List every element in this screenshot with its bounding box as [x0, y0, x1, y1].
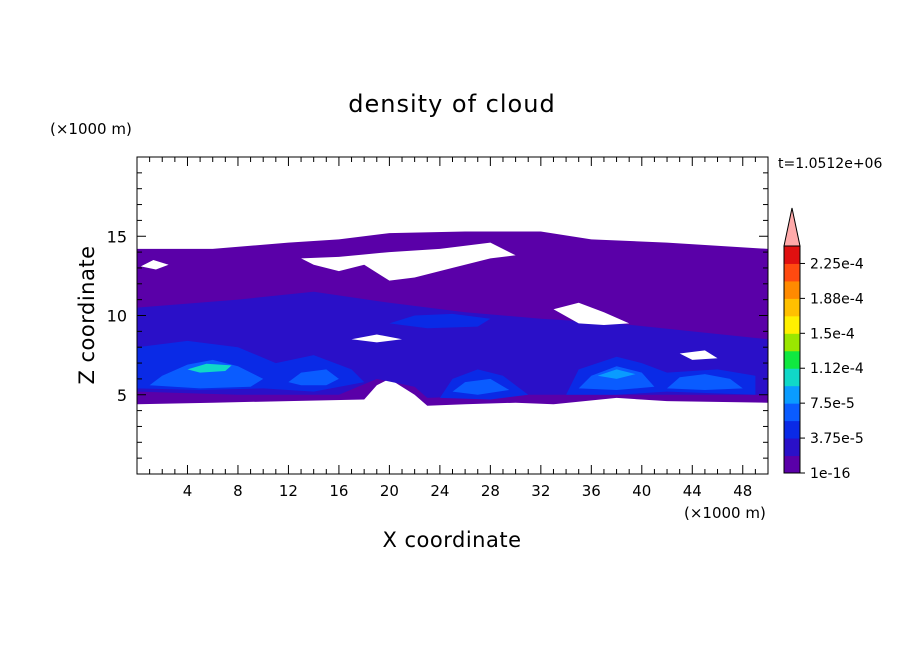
contour-region [187, 363, 232, 373]
colorbar-swatch [784, 438, 800, 457]
colorbar-label: 1.5e-4 [810, 326, 855, 342]
chart-title: density of cloud [348, 90, 555, 118]
x-tick-label: 12 [279, 482, 298, 500]
contour-region [389, 313, 491, 329]
plot-area [137, 231, 768, 406]
x-tick-label: 20 [380, 482, 399, 500]
colorbar-swatch [784, 420, 800, 439]
colorbar: 1e-16 3.75e-5 7.5e-5 1.12e-4 1.5e-4 1.88e-4 2.… [783, 207, 864, 482]
x-tick-label: 48 [733, 482, 752, 500]
contour-region [667, 374, 743, 390]
colorbar-label: 2.25e-4 [810, 256, 864, 272]
clear-region [140, 260, 169, 270]
colorbar-frame [783, 245, 801, 474]
colorbar-overflow-arrow [783, 207, 801, 247]
colorbar-swatch [784, 385, 800, 404]
x-tick-label: 28 [481, 482, 500, 500]
x-tick-label: 16 [329, 482, 348, 500]
colorbar-swatch [784, 298, 800, 317]
x-tick-label: 36 [582, 482, 601, 500]
colorbar-swatch [784, 280, 800, 299]
x-tick-label: 32 [531, 482, 550, 500]
contour-region [288, 369, 339, 386]
contour-region [149, 359, 264, 389]
colorbar-swatch [784, 333, 800, 352]
x-tick-label: 40 [632, 482, 651, 500]
colorbar-label: 1e-16 [810, 466, 850, 482]
y-axis-label: Z coordinate [75, 245, 99, 384]
colorbar-swatch [784, 455, 800, 474]
y-tick-label: 5 [117, 386, 127, 405]
clear-region [351, 334, 402, 343]
y-tick-label: 15 [107, 227, 127, 246]
y-axis-ticks: 5 10 15 [107, 172, 768, 459]
clear-region [301, 242, 516, 281]
colorbar-swatch [784, 263, 800, 282]
x-tick-label: 24 [430, 482, 449, 500]
contour-region [452, 378, 510, 395]
colorbar-swatch [784, 368, 800, 387]
x-axis-label: X coordinate [382, 528, 521, 552]
x-axis-ticks: 4 8 12 16 20 24 28 32 36 40 44 48 [149, 157, 756, 500]
colorbar-label: 1.88e-4 [810, 291, 864, 307]
time-label: t=1.0512e+06 [778, 156, 882, 172]
contour-region [597, 369, 636, 379]
colorbar-swatch [784, 315, 800, 334]
colorbar-label: 7.5e-5 [810, 396, 855, 412]
colorbar-swatch [784, 246, 800, 264]
clear-region [553, 302, 630, 325]
x-unit-label: (×1000 m) [684, 504, 766, 522]
colorbar-swatch [784, 350, 800, 369]
clear-region [679, 350, 718, 360]
colorbar-label: 1.12e-4 [810, 361, 864, 377]
x-tick-label: 44 [683, 482, 702, 500]
x-tick-label: 4 [183, 482, 193, 500]
colorbar-label: 3.75e-5 [810, 431, 864, 447]
y-tick-label: 10 [107, 307, 127, 326]
x-tick-label: 8 [233, 482, 243, 500]
y-unit-label: (×1000 m) [50, 120, 132, 138]
colorbar-swatch [784, 403, 800, 422]
